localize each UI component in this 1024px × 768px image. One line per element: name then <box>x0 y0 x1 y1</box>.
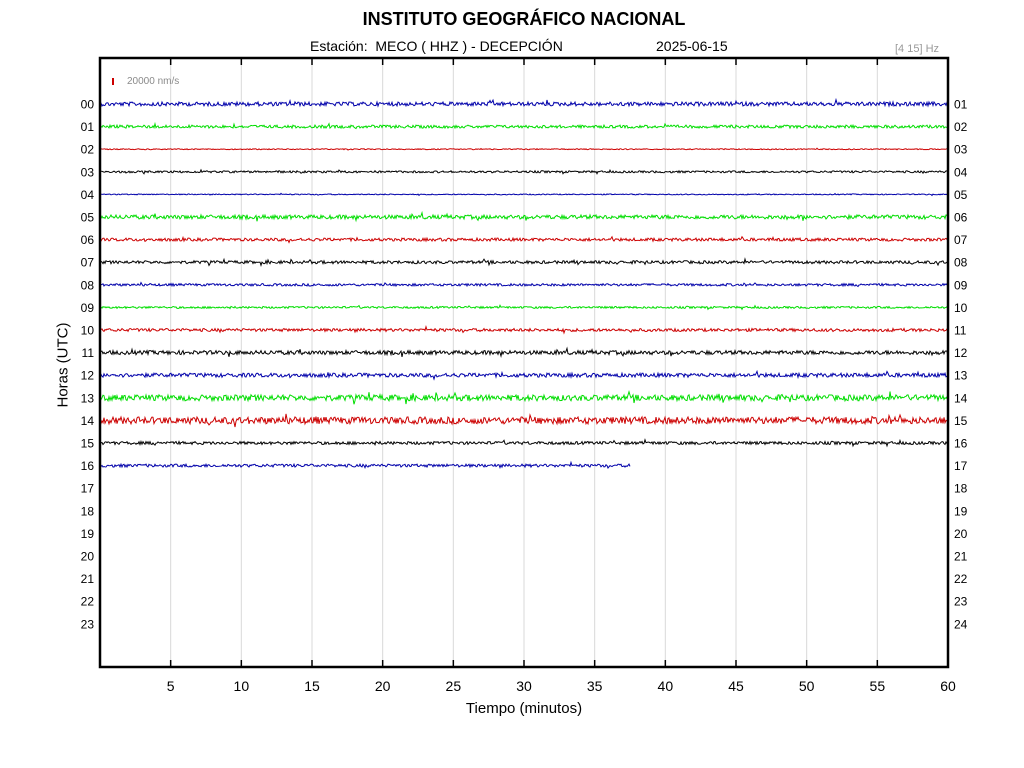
x-tick-label: 35 <box>587 678 603 694</box>
chart-title: INSTITUTO GEOGRÁFICO NACIONAL <box>362 9 686 29</box>
station-label: Estación: MECO ( HHZ ) - DECEPCIÓN <box>310 38 563 54</box>
right-hour-label: 02 <box>954 120 968 134</box>
x-tick-label: 5 <box>167 678 175 694</box>
right-hour-label: 08 <box>954 256 968 270</box>
right-hour-label: 17 <box>954 459 968 473</box>
x-tick-label: 55 <box>870 678 886 694</box>
trace-hour-08 <box>100 281 949 288</box>
trace-hour-15 <box>99 438 949 448</box>
left-hour-label: 16 <box>81 459 95 473</box>
right-hour-label: 13 <box>954 369 968 383</box>
right-hour-label: 04 <box>954 165 968 179</box>
trace-hour-11 <box>99 346 949 358</box>
right-hour-label: 22 <box>954 572 968 586</box>
left-hour-label: 17 <box>81 482 95 496</box>
left-hour-label: 14 <box>81 414 95 428</box>
right-hour-label: 21 <box>954 550 968 564</box>
trace-hour-01 <box>99 121 949 130</box>
trace-hour-16 <box>99 460 631 470</box>
x-tick-label: 60 <box>940 678 956 694</box>
trace-hour-02 <box>99 147 949 151</box>
trace-hour-14 <box>99 413 949 428</box>
left-hour-label: 03 <box>81 165 95 179</box>
right-hour-label: 18 <box>954 482 968 496</box>
left-hour-label: 11 <box>82 346 95 360</box>
y-axis-label: Horas (UTC) <box>54 322 72 408</box>
right-hour-label: 24 <box>954 617 968 631</box>
right-hour-label: 03 <box>954 143 968 157</box>
left-hour-label: 15 <box>81 437 95 451</box>
left-hour-label: 07 <box>81 256 95 270</box>
right-hour-label: 20 <box>954 527 968 541</box>
date-label: 2025-06-15 <box>656 38 728 54</box>
left-hour-label: 06 <box>81 233 95 247</box>
left-hour-label: 12 <box>81 369 95 383</box>
right-hour-label: 14 <box>954 391 968 405</box>
x-tick-label: 10 <box>234 678 250 694</box>
x-tick-label: 50 <box>799 678 815 694</box>
left-hour-label: 18 <box>81 504 95 518</box>
trace-hour-12 <box>99 369 949 381</box>
x-tick-label: 25 <box>446 678 462 694</box>
right-hour-label: 15 <box>954 414 968 428</box>
left-hour-label: 20 <box>81 550 95 564</box>
right-hour-label: 05 <box>954 188 968 202</box>
left-hour-label: 08 <box>81 278 95 292</box>
x-tick-label: 45 <box>728 678 744 694</box>
left-hour-label: 19 <box>81 527 95 541</box>
left-hour-label: 13 <box>81 391 95 405</box>
trace-hour-00 <box>99 97 949 108</box>
right-hour-label: 07 <box>954 233 968 247</box>
left-hour-label: 10 <box>81 324 95 338</box>
right-hour-label: 10 <box>954 301 968 315</box>
right-hour-label: 19 <box>954 504 968 518</box>
left-hour-label: 23 <box>81 617 95 631</box>
trace-hour-09 <box>99 304 949 311</box>
filter-band-label: [4 15] Hz <box>895 43 940 55</box>
x-tick-label: 40 <box>658 678 674 694</box>
right-hour-label: 16 <box>954 437 968 451</box>
trace-hour-13 <box>99 390 949 405</box>
right-hour-label: 12 <box>954 346 968 360</box>
x-tick-label: 20 <box>375 678 391 694</box>
right-hour-label: 01 <box>954 98 968 112</box>
trace-hour-04 <box>99 192 949 197</box>
trace-hour-03 <box>99 168 949 175</box>
right-hour-label: 11 <box>954 324 967 338</box>
trace-hour-10 <box>99 325 949 335</box>
left-hour-label: 22 <box>81 595 95 609</box>
right-hour-label: 09 <box>954 278 968 292</box>
trace-hour-07 <box>99 257 949 267</box>
left-hour-label: 05 <box>81 211 95 225</box>
right-hour-label: 06 <box>954 211 968 225</box>
left-hour-label: 01 <box>81 120 95 134</box>
left-hour-label: 00 <box>81 98 95 112</box>
left-hour-label: 04 <box>81 188 95 202</box>
x-tick-label: 30 <box>516 678 532 694</box>
amplitude-scale-label: 20000 nm/s <box>127 76 180 87</box>
trace-hour-06 <box>99 235 949 244</box>
left-hour-label: 21 <box>81 572 95 586</box>
trace-hour-05 <box>99 210 949 223</box>
left-hour-label: 09 <box>81 301 95 315</box>
x-tick-label: 15 <box>304 678 320 694</box>
left-hour-label: 02 <box>81 143 95 157</box>
x-axis-label: Tiempo (minutos) <box>465 700 583 717</box>
right-hour-label: 23 <box>954 595 968 609</box>
